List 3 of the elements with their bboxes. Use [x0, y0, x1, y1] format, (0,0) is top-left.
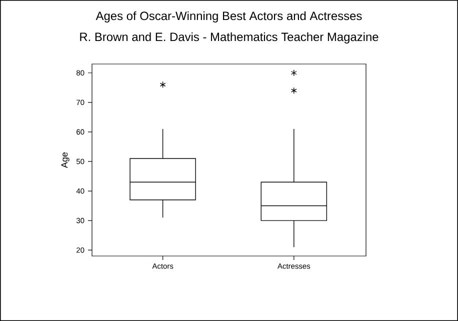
- chart-subtitle: R. Brown and E. Davis - Mathematics Teacher Magazine: [80, 32, 378, 44]
- y-axis-title: Age: [61, 152, 70, 168]
- chart-title: Ages of Oscar-Winning Best Actors and Actresses: [96, 11, 362, 22]
